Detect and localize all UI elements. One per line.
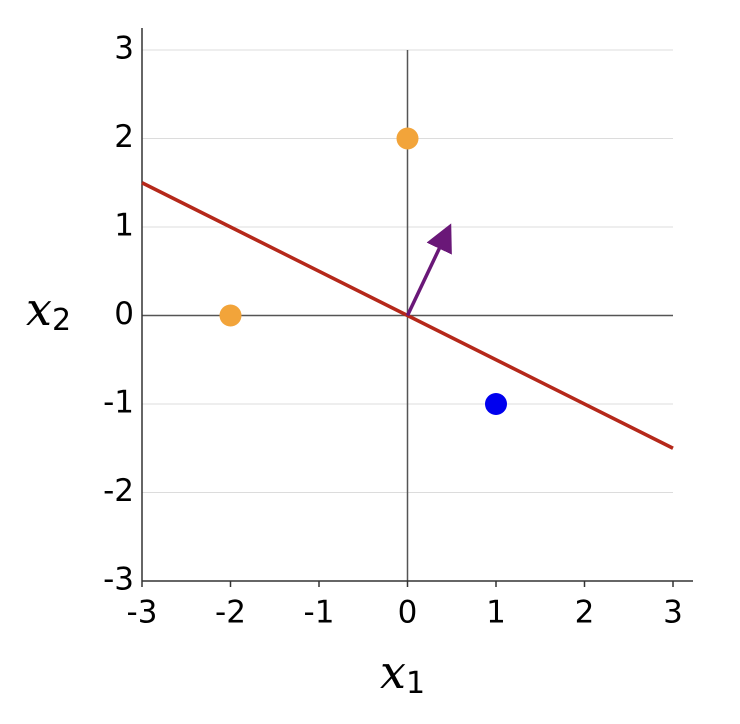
y-tick-label: -3 (103, 562, 134, 598)
x-tick-label: 0 (398, 595, 418, 631)
y-tick-label: -1 (103, 385, 134, 421)
point (396, 127, 419, 150)
y-axis-label: x2 (26, 282, 71, 338)
x-label-base: x (380, 645, 406, 699)
y-label-base: x (26, 282, 52, 336)
x-tick-label: 2 (575, 595, 595, 631)
x-tick-label: -2 (215, 595, 246, 631)
y-tick-label: 2 (114, 119, 134, 155)
point (485, 393, 507, 415)
x-tick-label: -1 (304, 595, 335, 631)
x-tick-label: 1 (486, 595, 506, 631)
arrow (405, 223, 452, 317)
y-tick-label: 1 (114, 208, 134, 244)
y-tick-label: 0 (114, 296, 134, 332)
x-axis-label: x1 (380, 645, 425, 701)
y-tick-label: 3 (114, 31, 134, 67)
point (219, 304, 242, 327)
x-tick-label: 3 (663, 595, 683, 631)
x-label-sub: 1 (406, 666, 425, 701)
y-label-sub: 2 (52, 303, 71, 338)
x-tick-label: -3 (127, 595, 158, 631)
y-tick-label: -2 (103, 473, 134, 509)
